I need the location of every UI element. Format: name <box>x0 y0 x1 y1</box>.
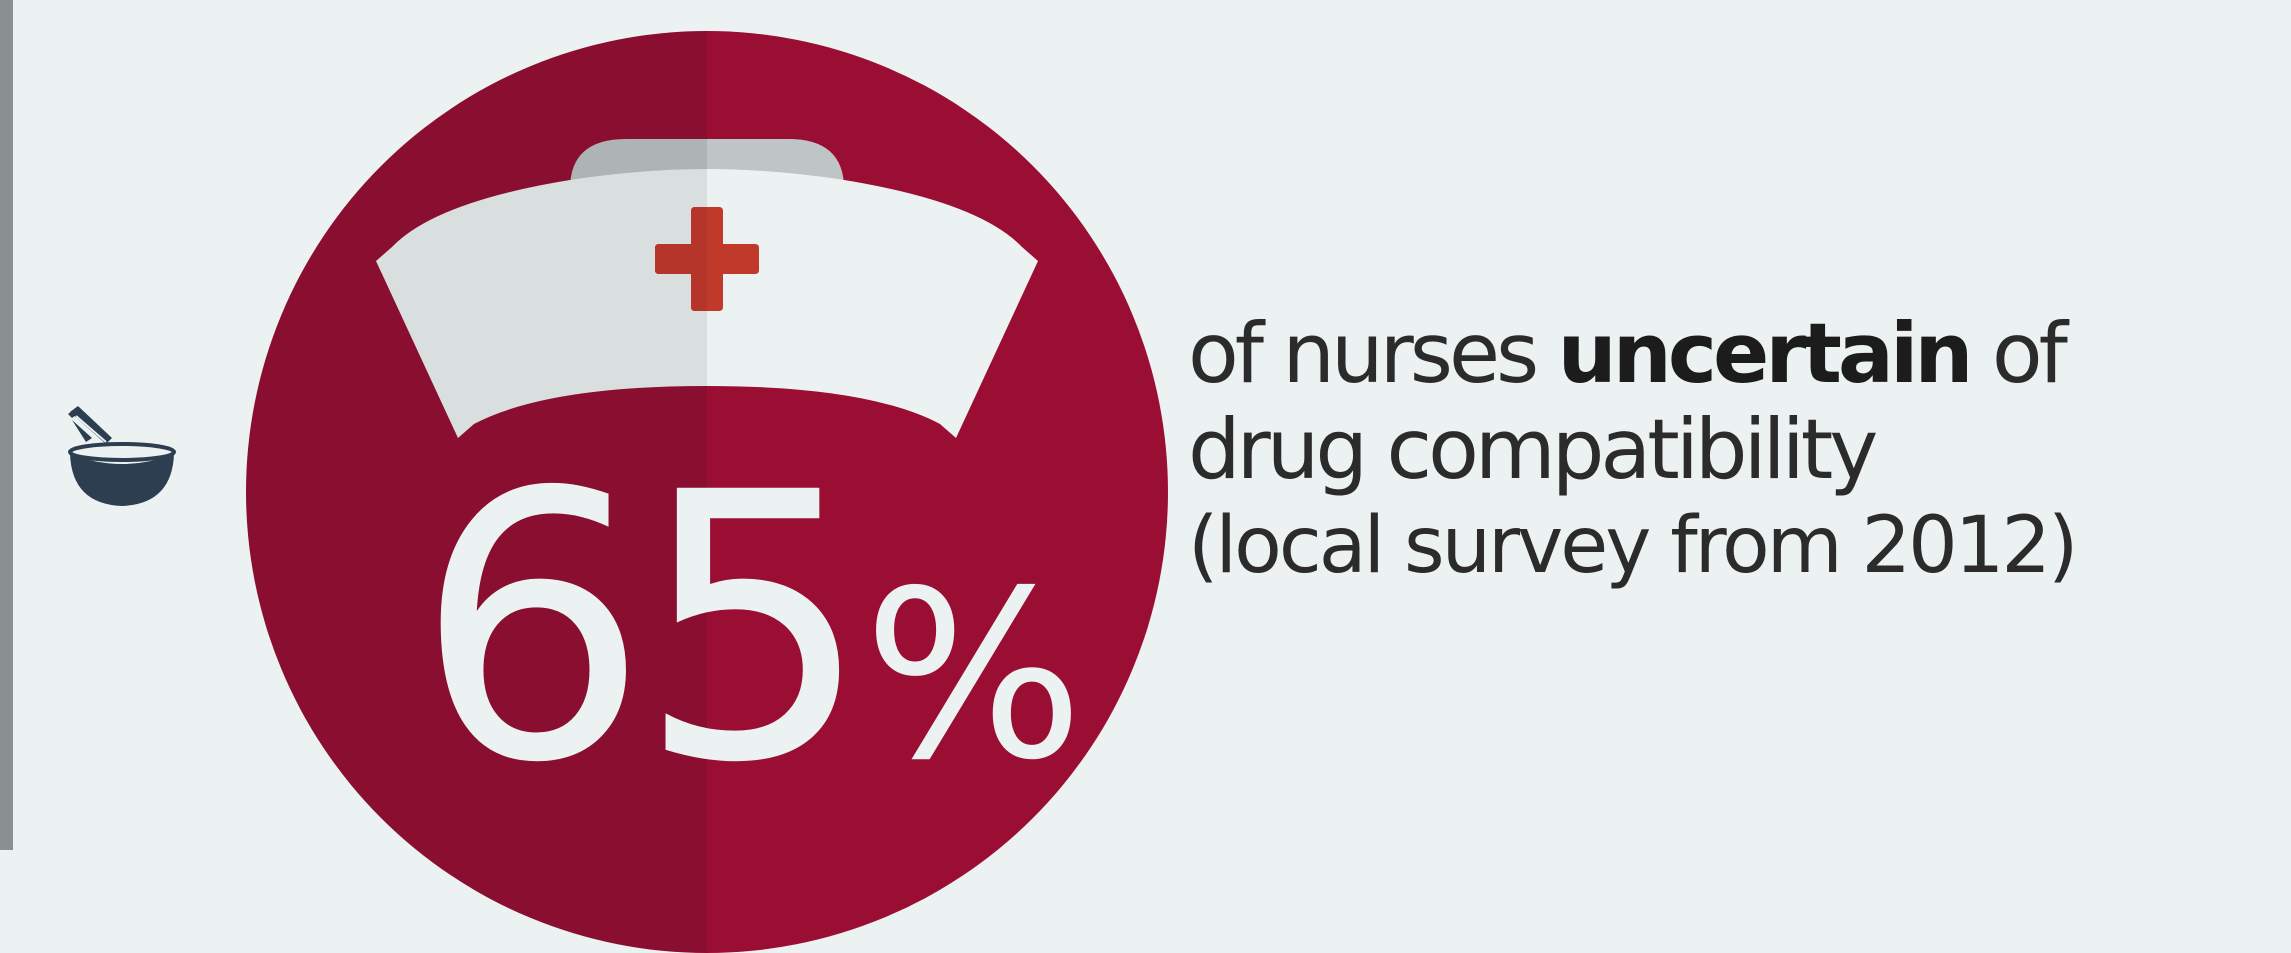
statistic-caption: of nurses uncertain of drug compatibilit… <box>1188 306 2078 594</box>
caption-suffix: of <box>1969 305 2068 402</box>
left-edge-strip <box>0 0 13 850</box>
caption-emphasis: uncertain <box>1557 305 1974 402</box>
statistic-percent-sign: % <box>863 541 1084 811</box>
statistic-circle <box>246 31 1168 953</box>
caption-prefix: of nurses <box>1188 305 1558 402</box>
mortar-and-pestle-icon <box>68 406 176 506</box>
statistic-number: 65 <box>415 414 871 843</box>
caption-line-2: drug compatibility <box>1188 401 1878 498</box>
statistic-value: 65% <box>415 445 1084 813</box>
nurse-cap-icon <box>376 139 1038 438</box>
caption-line-3: (local survey from 2012) <box>1188 501 2078 591</box>
caption-line-1: of nurses uncertain of <box>1188 306 2075 402</box>
